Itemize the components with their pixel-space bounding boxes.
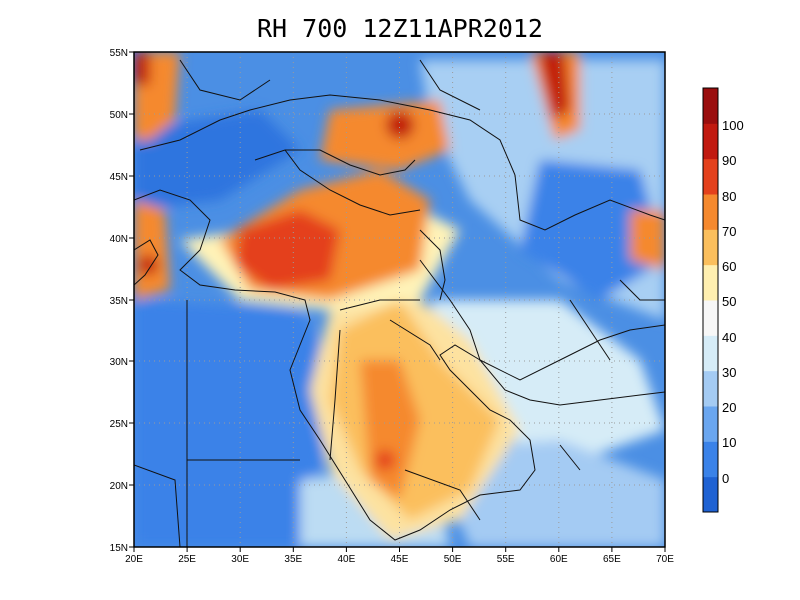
colorbar-label: 40 — [722, 330, 736, 345]
lon-tick-label: 45E — [391, 554, 409, 565]
rh-peak-anatolia — [235, 210, 340, 290]
lat-tick-label: 40N — [110, 234, 128, 245]
colorbar-label: 0 — [722, 471, 729, 486]
lon-tick-label: 20E — [125, 554, 143, 565]
lon-tick-label: 50E — [444, 554, 462, 565]
lat-tick-label: 25N — [110, 419, 128, 430]
lon-tick-label: 70E — [656, 554, 674, 565]
colorbar-swatch — [703, 406, 718, 442]
lat-tick-label: 20N — [110, 481, 128, 492]
rh-peak-arabia — [375, 450, 395, 470]
colorbar-label: 30 — [722, 365, 736, 380]
colorbar-swatch — [703, 476, 718, 513]
coastlines-borders — [134, 59, 665, 547]
lon-tick-label: 35E — [284, 554, 302, 565]
lon-tick-label: 65E — [603, 554, 621, 565]
colorbar-swatch — [703, 300, 718, 336]
colorbar-swatch — [703, 229, 718, 266]
colorbar-frame — [702, 87, 719, 513]
rh-low-kazakh — [520, 160, 665, 300]
colorbar-label: 50 — [722, 294, 736, 309]
lon-tick-label: 40E — [338, 554, 356, 565]
lat-tick-label: 30N — [110, 357, 128, 368]
lat-tick-label: 15N — [110, 543, 128, 554]
colorbar-label: 60 — [722, 259, 736, 274]
colorbar-swatch — [703, 370, 718, 407]
lat-tick-label: 55N — [110, 48, 128, 59]
rh-peak-urals — [538, 52, 570, 120]
lat-tick-label: 50N — [110, 110, 128, 121]
colorbar-label: 90 — [722, 153, 736, 168]
colorbar-swatch — [703, 335, 718, 372]
lon-tick-label: 60E — [550, 554, 568, 565]
rh-high-italy — [134, 200, 170, 300]
rh-high-hindukush — [630, 210, 665, 270]
colorbar-swatch — [703, 158, 718, 195]
rh-high-ukraine — [320, 100, 450, 170]
rh-core-arabia — [360, 360, 420, 500]
lon-tick-label: 30E — [231, 554, 249, 565]
rh-low-egypt — [134, 300, 340, 547]
colorbar — [702, 87, 719, 513]
map-title: RH 700 12Z11APR2012 — [257, 14, 543, 43]
lon-tick-label: 55E — [497, 554, 515, 565]
rh-peak-ukraine — [386, 111, 414, 139]
colorbar-label: 70 — [722, 224, 736, 239]
rh-peak-europe — [134, 52, 150, 85]
lon-tick-marks — [133, 547, 666, 552]
colorbar-swatch — [703, 194, 718, 230]
colorbar-label: 10 — [722, 435, 736, 450]
rh-low-balkans — [134, 110, 300, 210]
lat-tick-label: 45N — [110, 172, 128, 183]
colorbar-label: 80 — [722, 189, 736, 204]
colorbar-swatch — [703, 441, 718, 478]
colorbar-swatch — [703, 88, 718, 124]
rh-field — [134, 52, 665, 547]
colorbar-swatch — [703, 123, 718, 160]
lat-tick-label: 35N — [110, 296, 128, 307]
lat-tick-marks — [129, 51, 134, 548]
colorbar-label: 20 — [722, 400, 736, 415]
colorbar-label: 100 — [722, 118, 744, 133]
rh-peak-italy — [138, 255, 158, 275]
lon-tick-label: 25E — [178, 554, 196, 565]
colorbar-swatch — [703, 264, 718, 301]
